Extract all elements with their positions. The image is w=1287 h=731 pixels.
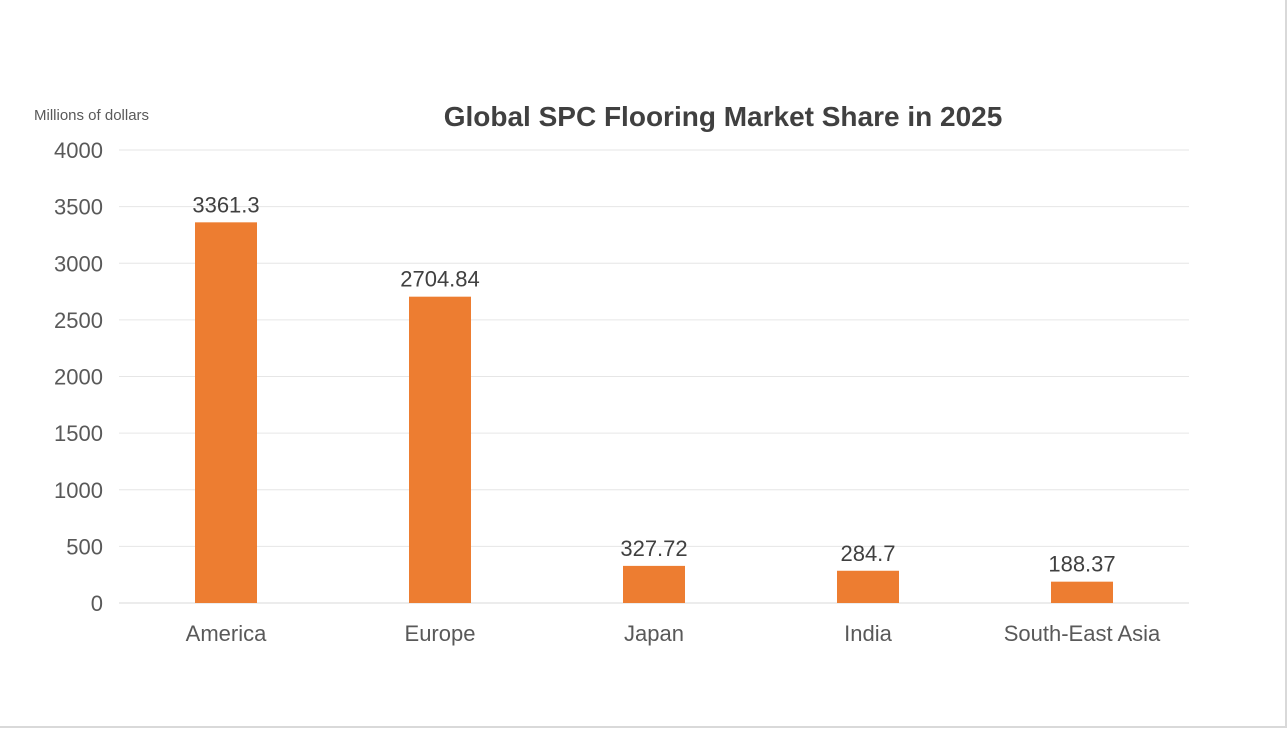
bar [1051, 581, 1113, 603]
chart-title: Global SPC Flooring Market Share in 2025 [444, 101, 1003, 132]
x-tick-label: South-East Asia [1004, 621, 1161, 646]
data-label: 327.72 [620, 536, 687, 561]
data-label: 3361.3 [192, 192, 259, 217]
y-tick-label: 2500 [54, 308, 103, 333]
bar [837, 570, 899, 603]
y-tick-label: 0 [91, 591, 103, 616]
x-axis-ticks: America Europe Japan India South-East Asia [186, 621, 1161, 646]
gridlines [119, 149, 1189, 604]
y-tick-label: 500 [66, 534, 103, 559]
y-tick-label: 1000 [54, 478, 103, 503]
y-tick-label: 4000 [54, 138, 103, 163]
y-axis-label: Millions of dollars [34, 107, 149, 124]
data-label: 188.37 [1048, 552, 1115, 577]
x-tick-label: India [844, 621, 892, 646]
bar [195, 222, 257, 604]
y-tick-label: 1500 [54, 421, 103, 446]
y-tick-label: 3000 [54, 251, 103, 276]
y-axis-ticks: 0 500 1000 1500 2000 2500 3000 3500 4000 [54, 138, 103, 616]
y-tick-label: 3500 [54, 195, 103, 220]
data-label: 2704.84 [400, 267, 480, 292]
x-tick-label: Japan [624, 621, 684, 646]
x-tick-label: Europe [405, 621, 476, 646]
y-tick-label: 2000 [54, 365, 103, 390]
x-tick-label: America [186, 621, 267, 646]
bars [195, 222, 1113, 604]
bar [409, 296, 471, 603]
data-labels: 3361.3 2704.84 327.72 284.7 188.37 [192, 192, 1115, 576]
bar [623, 565, 685, 603]
data-label: 284.7 [840, 541, 895, 566]
